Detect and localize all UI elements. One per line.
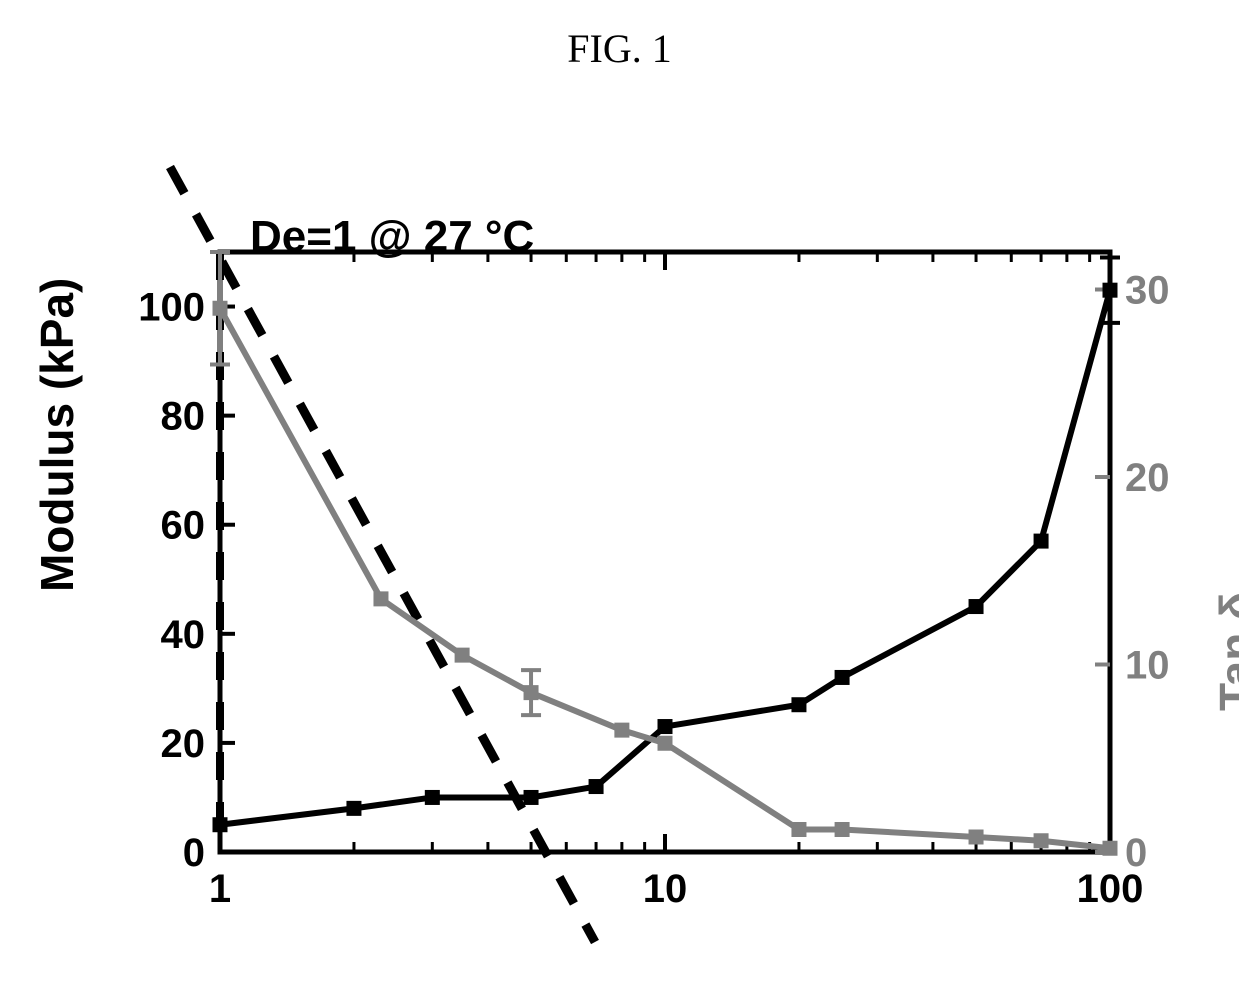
- svg-text:20: 20: [161, 722, 206, 766]
- svg-text:60: 60: [161, 504, 206, 548]
- y-left-label: Modulus (kPa): [30, 278, 84, 592]
- svg-text:1: 1: [209, 867, 231, 911]
- svg-text:30: 30: [1125, 269, 1170, 313]
- svg-text:10: 10: [1125, 644, 1170, 688]
- svg-text:0: 0: [1125, 831, 1147, 875]
- chart-area: 1101000204060801000102030 Modulus (kPa) …: [0, 72, 1239, 972]
- chart-svg: 1101000204060801000102030: [0, 72, 1239, 972]
- svg-text:20: 20: [1125, 456, 1170, 500]
- svg-text:100: 100: [138, 286, 205, 330]
- svg-text:40: 40: [161, 613, 206, 657]
- y-right-label: Tan δ: [1209, 592, 1239, 711]
- annotation-text: De=1 @ 27 °C: [250, 212, 534, 262]
- svg-text:80: 80: [161, 395, 206, 439]
- figure-title: FIG. 1: [0, 0, 1239, 72]
- svg-text:10: 10: [643, 867, 688, 911]
- svg-text:0: 0: [183, 831, 205, 875]
